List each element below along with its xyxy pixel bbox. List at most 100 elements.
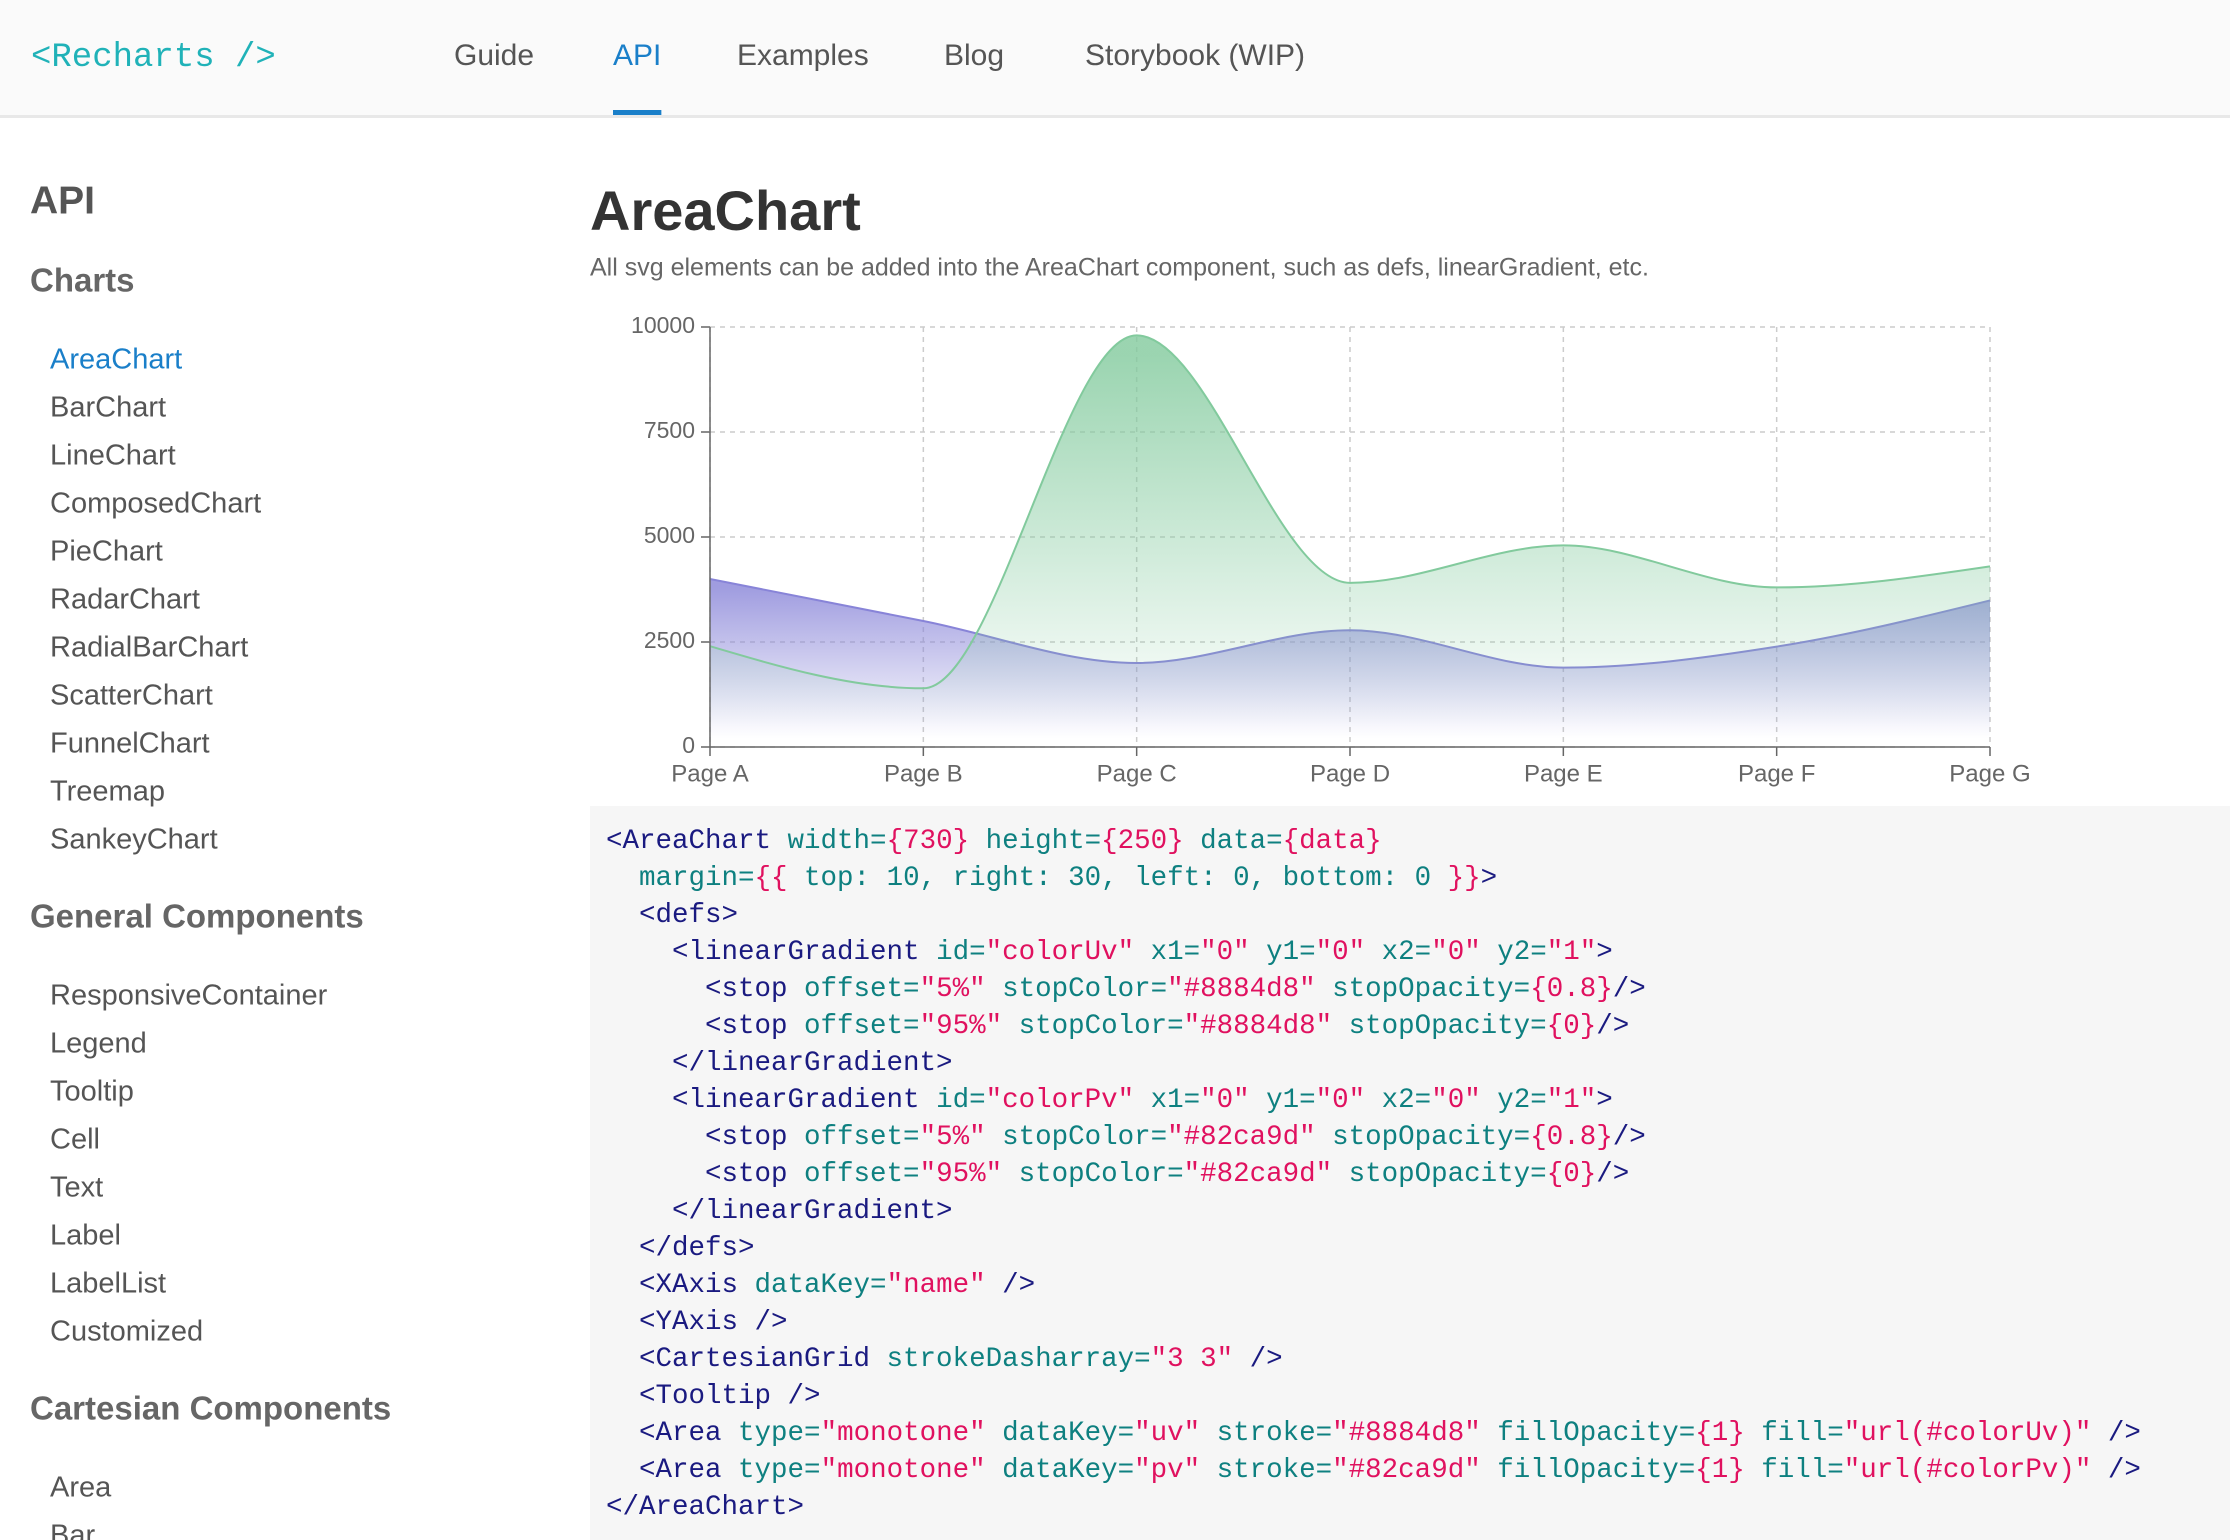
- code-token: {data}: [1283, 826, 1382, 857]
- sidebar-link[interactable]: LabelList: [50, 1268, 166, 1300]
- code-token: id=: [920, 937, 986, 968]
- sidebar-link[interactable]: BarChart: [50, 392, 166, 424]
- code-token: {0}: [1547, 1011, 1597, 1042]
- y-tick-label: 2500: [644, 627, 695, 653]
- code-token: fillOpacity=: [1481, 1418, 1696, 1449]
- code-line: <stop offset="5%" stopColor="#82ca9d" st…: [606, 1122, 1646, 1153]
- sidebar-link[interactable]: Legend: [50, 1028, 147, 1060]
- code-line: <Tooltip />: [606, 1381, 821, 1412]
- code-token: <stop: [606, 1122, 788, 1153]
- code-token: "#8884d8": [1167, 974, 1316, 1005]
- sidebar-link[interactable]: Treemap: [50, 776, 165, 808]
- logo[interactable]: <Recharts />: [31, 39, 276, 77]
- sidebar-heading: General Components: [30, 898, 364, 935]
- code-token: stopOpacity=: [1316, 1122, 1531, 1153]
- code-token: "0": [1316, 1085, 1366, 1116]
- sidebar-link[interactable]: ResponsiveContainer: [50, 980, 328, 1012]
- code-token: </linearGradient>: [606, 1196, 953, 1227]
- code-token: />: [986, 1270, 1036, 1301]
- code-token: "1": [1547, 1085, 1597, 1116]
- code-token: "name": [887, 1270, 986, 1301]
- nav-link[interactable]: API: [613, 39, 661, 72]
- y-tick-label: 7500: [644, 417, 695, 443]
- code-token: <stop: [606, 974, 788, 1005]
- code-token: </defs>: [606, 1233, 755, 1264]
- code-token: "#82ca9d": [1167, 1122, 1316, 1153]
- sidebar-link[interactable]: RadarChart: [50, 584, 200, 616]
- code-line: <linearGradient id="colorPv" x1="0" y1="…: [606, 1085, 1613, 1116]
- code-token: "0": [1200, 1085, 1250, 1116]
- code-token: />: [1613, 1122, 1646, 1153]
- code-token: "url(#colorUv)": [1844, 1418, 2092, 1449]
- code-token: />: [1613, 974, 1646, 1005]
- sidebar-link[interactable]: SankeyChart: [50, 824, 218, 856]
- sidebar-link[interactable]: ScatterChart: [50, 680, 213, 712]
- code-token: "colorUv": [986, 937, 1135, 968]
- code-token: <Area: [606, 1418, 722, 1449]
- code-token: >: [1596, 937, 1613, 968]
- code-line: <stop offset="95%" stopColor="#8884d8" s…: [606, 1011, 1629, 1042]
- code-token: fill=: [1745, 1418, 1844, 1449]
- code-token: />: [1233, 1344, 1283, 1375]
- code-token: "0": [1316, 937, 1366, 968]
- nav-link[interactable]: Blog: [944, 39, 1004, 72]
- code-line: <defs>: [606, 900, 738, 931]
- code-token: "95%": [920, 1159, 1003, 1190]
- code-token: >: [1481, 863, 1498, 894]
- code-token: />: [2091, 1418, 2141, 1449]
- code-token: "1": [1547, 937, 1597, 968]
- sidebar-title: API: [30, 179, 95, 222]
- sidebar-link[interactable]: ComposedChart: [50, 488, 261, 520]
- code-token: </linearGradient>: [606, 1048, 953, 1079]
- code-token: {250}: [1101, 826, 1184, 857]
- y-tick-label: 5000: [644, 522, 695, 548]
- code-token: data=: [1184, 826, 1283, 857]
- code-token: strokeDasharray=: [870, 1344, 1151, 1375]
- code-token: stopOpacity=: [1316, 974, 1531, 1005]
- y-tick-label: 10000: [631, 312, 695, 338]
- sidebar-link[interactable]: Cell: [50, 1124, 100, 1156]
- code-token: x2=: [1365, 1085, 1431, 1116]
- code-token: "uv": [1134, 1418, 1200, 1449]
- sidebar-link[interactable]: Text: [50, 1172, 103, 1204]
- sidebar-link[interactable]: RadialBarChart: [50, 632, 248, 664]
- sidebar-link[interactable]: Customized: [50, 1316, 203, 1348]
- x-tick-label: Page A: [671, 760, 748, 787]
- code-token: dataKey=: [986, 1455, 1135, 1486]
- header-border: [0, 115, 2230, 118]
- code-token: dataKey=: [986, 1418, 1135, 1449]
- code-line: </linearGradient>: [606, 1048, 953, 1079]
- code-token: stopOpacity=: [1332, 1159, 1547, 1190]
- code-token: x1=: [1134, 937, 1200, 968]
- sidebar-link[interactable]: FunnelChart: [50, 728, 210, 760]
- sidebar-link[interactable]: AreaChart: [50, 344, 182, 376]
- sidebar-link[interactable]: Label: [50, 1220, 121, 1252]
- code-line: </AreaChart>: [606, 1492, 804, 1523]
- nav-link[interactable]: Guide: [454, 39, 534, 72]
- code-token: "#82ca9d": [1332, 1455, 1481, 1486]
- nav-link[interactable]: Storybook (WIP): [1085, 39, 1305, 72]
- sidebar-link[interactable]: LineChart: [50, 440, 176, 472]
- sidebar-link[interactable]: Tooltip: [50, 1076, 134, 1108]
- code-token: "0": [1200, 937, 1250, 968]
- code-token: "0": [1431, 937, 1481, 968]
- code-token: y2=: [1481, 1085, 1547, 1116]
- code-token: />: [2091, 1455, 2141, 1486]
- code-token: "3 3": [1151, 1344, 1234, 1375]
- nav-link[interactable]: Examples: [737, 39, 869, 72]
- sidebar-link[interactable]: PieChart: [50, 536, 163, 568]
- code-token: "#8884d8": [1332, 1418, 1481, 1449]
- code-token: stopColor=: [1002, 1011, 1184, 1042]
- code-token: <linearGradient: [606, 1085, 920, 1116]
- code-block: [590, 806, 2230, 1540]
- sidebar-heading: Charts: [30, 262, 135, 299]
- sidebar-link[interactable]: Bar: [50, 1520, 95, 1540]
- code-token: "95%": [920, 1011, 1003, 1042]
- code-token: <Area: [606, 1455, 722, 1486]
- code-token: >: [1596, 1085, 1613, 1116]
- code-token: <AreaChart: [606, 826, 771, 857]
- sidebar-link[interactable]: Area: [50, 1472, 112, 1504]
- code-token: <defs>: [606, 900, 738, 931]
